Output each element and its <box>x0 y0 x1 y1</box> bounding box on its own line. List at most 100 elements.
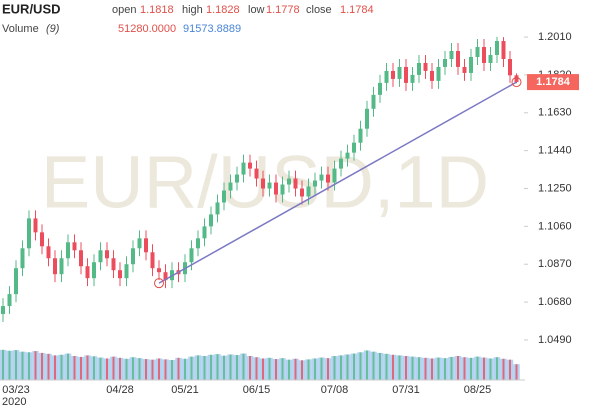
volume-tick <box>431 358 433 380</box>
candle-body <box>436 66 441 81</box>
volume-tick <box>463 357 466 380</box>
volume-tick <box>145 359 147 380</box>
volume-tick <box>164 359 167 380</box>
volume-tick <box>151 359 154 380</box>
candle-body <box>59 258 64 275</box>
volume-tick <box>314 358 316 380</box>
volume-tick <box>99 357 102 380</box>
volume-tick <box>366 350 368 380</box>
trendline <box>158 81 517 284</box>
candle-body <box>313 180 317 187</box>
candle-body <box>72 242 77 251</box>
volume-tick <box>301 360 303 380</box>
volume-tick <box>281 358 284 380</box>
y-tick-label: 1.0490 <box>538 334 572 346</box>
candle-body <box>417 62 421 75</box>
value: 1.1778 <box>266 4 300 16</box>
candle-body <box>111 258 116 271</box>
volume-tick <box>67 353 69 380</box>
x-tick-label: 05/21 <box>171 384 199 396</box>
candle-body <box>215 202 220 215</box>
volume-tick <box>405 356 407 380</box>
value: 1.1784 <box>340 4 374 16</box>
candle-body <box>46 246 51 259</box>
candle-body <box>53 258 57 275</box>
volume-tick <box>444 358 446 380</box>
candle-body <box>293 178 298 189</box>
candle-body <box>222 190 226 203</box>
candle-body <box>267 182 272 189</box>
candle-body <box>456 51 460 67</box>
volume-tick <box>60 354 63 380</box>
y-tick-label: 1.1630 <box>538 107 572 119</box>
volume-tick <box>502 358 505 380</box>
candle-body <box>248 162 252 169</box>
candle-body <box>339 158 343 169</box>
candle-body <box>287 178 291 185</box>
volume-tick <box>424 357 427 380</box>
candle-body <box>157 268 161 273</box>
candle-body <box>326 174 330 183</box>
volume-tick <box>15 350 17 380</box>
candle-body <box>33 218 38 233</box>
volume-tick <box>262 358 264 380</box>
volume-tick <box>21 351 24 380</box>
plot <box>0 36 520 380</box>
volume-tick <box>125 358 128 380</box>
volume-tick <box>476 356 479 380</box>
volume-tick <box>385 353 388 380</box>
volume-tick <box>2 349 4 380</box>
candle-body <box>475 47 480 57</box>
year-label: 2020 <box>2 396 26 408</box>
value: 91573.8889 <box>183 23 241 35</box>
volume-tick <box>216 354 219 380</box>
volume-tick <box>307 359 310 380</box>
candle-body <box>514 75 519 83</box>
candle-body <box>488 54 493 63</box>
candle-body <box>163 272 168 281</box>
value: 51280.0000 <box>118 23 176 35</box>
candle-body <box>85 266 90 279</box>
volume-tick <box>268 357 271 380</box>
x-tick-label: 04/28 <box>106 384 134 396</box>
volume-tick <box>457 356 459 380</box>
candle-body <box>144 238 148 253</box>
candle-body <box>137 238 142 249</box>
volume-tick <box>340 355 342 380</box>
candle-body <box>20 248 25 269</box>
volume-tick <box>203 356 206 380</box>
candle-body <box>404 66 408 83</box>
volume-tick <box>483 357 485 380</box>
trendline-handle <box>154 278 164 289</box>
volume-tick <box>80 356 82 380</box>
candle-body <box>384 70 389 83</box>
volume-tick <box>372 351 375 380</box>
candle-body <box>378 82 382 95</box>
volume-tick <box>288 359 290 380</box>
volume-tick <box>112 356 115 380</box>
candle-body <box>280 184 285 195</box>
candle-body <box>196 238 200 249</box>
y-tick-label: 1.0680 <box>538 296 572 308</box>
volume-tick <box>229 354 232 380</box>
volume-tick <box>47 353 50 380</box>
volume-tick <box>34 351 37 380</box>
volume-tick <box>437 357 440 380</box>
candle-body <box>345 152 350 159</box>
volume-tick <box>359 352 362 380</box>
volume-tick <box>515 364 518 380</box>
volume-tick <box>158 358 160 380</box>
candle-body <box>410 74 415 83</box>
candle-body <box>469 56 473 73</box>
volume-tick <box>223 355 225 380</box>
candle-body <box>131 248 135 265</box>
volume-tick <box>346 354 349 380</box>
volume-tick <box>249 356 251 380</box>
candle-body <box>261 178 265 189</box>
x-tick-label: 08/25 <box>464 384 492 396</box>
volume-tick <box>470 357 472 380</box>
candle-body <box>105 250 109 259</box>
candle-body <box>449 51 454 59</box>
volume-tick <box>171 360 173 380</box>
volume-tick <box>418 357 420 380</box>
